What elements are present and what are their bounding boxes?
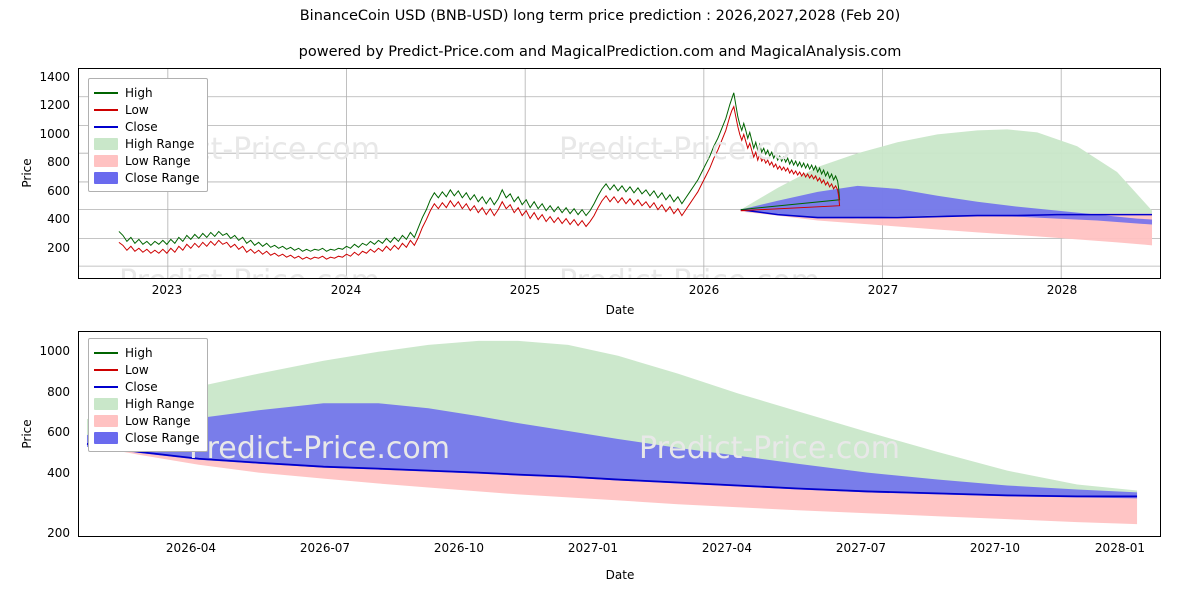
bottom-ytick-400: 400 [47, 466, 70, 480]
legend-label-high: High [125, 345, 153, 360]
bottom-close-range-band [86, 403, 1138, 499]
chart-title: BinanceCoin USD (BNB-USD) long term pric… [299, 8, 901, 24]
top-xtick-2024: 2024 [330, 283, 362, 297]
bottom-chart-plot-area: Predict-Price.com Predict-Price.com [78, 331, 1161, 537]
bottom-xtick-2026-04: 2026-04 [165, 541, 217, 555]
top-ytick-1400: 1400 [39, 70, 70, 84]
legend-item-low-range-bottom: Low Range [94, 412, 200, 429]
legend-item-close-range-bottom: Close Range [94, 429, 200, 446]
legend-label-high-range: High Range [125, 396, 195, 411]
top-ytick-200: 200 [47, 241, 70, 255]
bottom-xtick-2027-07: 2027-07 [835, 541, 887, 555]
bottom-xtick-2027-10: 2027-10 [969, 541, 1021, 555]
chart-subtitle: powered by Predict-Price.com and Magical… [298, 44, 902, 60]
top-ytick-800: 800 [47, 155, 70, 169]
legend-item-low: Low [94, 101, 200, 118]
legend-swatch-low-range-icon [94, 414, 118, 427]
top-low-line [118, 105, 841, 260]
bottom-xtick-2027-04: 2027-04 [701, 541, 753, 555]
top-xlabel: Date [605, 303, 635, 317]
legend-item-close-bottom: Close [94, 378, 200, 395]
bottom-xtick-2027-01: 2027-01 [567, 541, 619, 555]
legend-swatch-high-icon [94, 347, 118, 359]
top-chart-legend: High Low Close High Range Low Range Clos… [88, 78, 208, 192]
legend-label-low-range: Low Range [125, 413, 191, 428]
bottom-ytick-600: 600 [47, 425, 70, 439]
legend-item-low-range: Low Range [94, 152, 200, 169]
top-ylabel: Price [20, 158, 34, 188]
bottom-low-range-band [86, 442, 1138, 525]
legend-swatch-high-range-icon [94, 397, 118, 410]
bottom-chart-legend: High Low Close High Range Low Range Clos… [88, 338, 208, 452]
legend-swatch-close-icon [94, 381, 118, 393]
top-ytick-400: 400 [47, 212, 70, 226]
top-chart-svg [79, 69, 1160, 278]
legend-label-high: High [125, 85, 153, 100]
legend-item-close: Close [94, 118, 200, 135]
top-ytick-1000: 1000 [39, 127, 70, 141]
legend-swatch-low-icon [94, 364, 118, 376]
legend-label-low: Low [125, 102, 149, 117]
legend-item-high-range-bottom: High Range [94, 395, 200, 412]
legend-label-close: Close [125, 379, 158, 394]
legend-swatch-close-range-icon [94, 431, 118, 444]
legend-item-low-bottom: Low [94, 361, 200, 378]
top-chart-plot-area: Predict-Price.com Predict-Price.com Pred… [78, 68, 1161, 279]
legend-label-close-range: Close Range [125, 430, 200, 445]
legend-label-high-range: High Range [125, 136, 195, 151]
bottom-ytick-800: 800 [47, 385, 70, 399]
legend-label-close-range: Close Range [125, 170, 200, 185]
legend-item-high: High [94, 84, 200, 101]
legend-item-high-range: High Range [94, 135, 200, 152]
top-ytick-600: 600 [47, 184, 70, 198]
bottom-ylabel: Price [20, 419, 34, 449]
top-xtick-2023: 2023 [151, 283, 183, 297]
legend-item-high-bottom: High [94, 344, 200, 361]
top-xtick-2025: 2025 [509, 283, 541, 297]
bottom-xtick-2028-01: 2028-01 [1094, 541, 1146, 555]
legend-swatch-close-icon [94, 121, 118, 133]
top-low-range-band [740, 210, 1153, 246]
top-xtick-2027: 2027 [867, 283, 899, 297]
bottom-xtick-2026-07: 2026-07 [299, 541, 351, 555]
bottom-chart-svg [86, 340, 1138, 525]
legend-swatch-low-icon [94, 104, 118, 116]
legend-label-close: Close [125, 119, 158, 134]
top-ytick-1200: 1200 [39, 98, 70, 112]
legend-swatch-high-range-icon [94, 137, 118, 150]
bottom-close-line [86, 443, 1138, 498]
top-high-line [118, 92, 841, 252]
legend-item-close-range: Close Range [94, 169, 200, 186]
bottom-ytick-1000: 1000 [39, 344, 70, 358]
legend-swatch-close-range-icon [94, 171, 118, 184]
bottom-ytick-200: 200 [47, 526, 70, 540]
legend-label-low: Low [125, 362, 149, 377]
top-close-line [740, 208, 1153, 219]
legend-label-low-range: Low Range [125, 153, 191, 168]
legend-swatch-low-range-icon [94, 154, 118, 167]
bottom-xtick-2026-10: 2026-10 [433, 541, 485, 555]
bottom-xlabel: Date [605, 568, 635, 582]
top-xtick-2028: 2028 [1046, 283, 1078, 297]
top-xtick-2026: 2026 [688, 283, 720, 297]
legend-swatch-high-icon [94, 87, 118, 99]
